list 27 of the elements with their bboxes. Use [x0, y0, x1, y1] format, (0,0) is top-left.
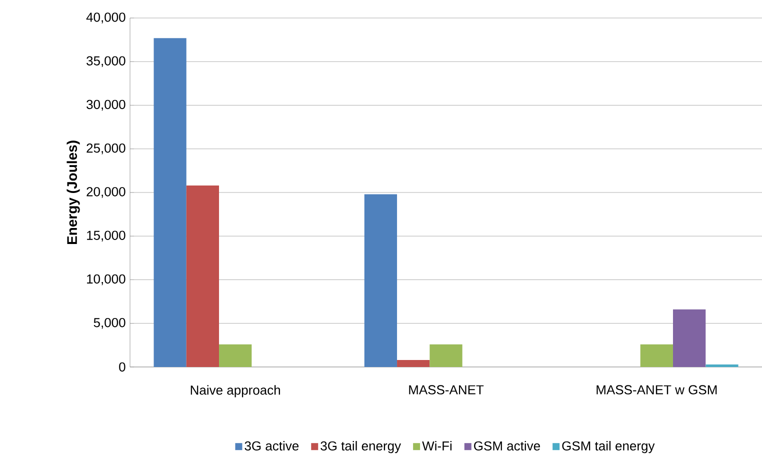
x-tick-label: MASS-ANET w GSM	[596, 385, 717, 394]
bar	[706, 364, 738, 367]
y-tick-label: 5,000	[94, 318, 126, 329]
bar	[397, 360, 430, 367]
bar	[364, 194, 398, 367]
legend-label: GSM tail energy	[562, 440, 655, 454]
y-tick-label: 35,000	[86, 56, 126, 67]
x-tick-label: MASS-ANET	[409, 385, 484, 394]
bar	[640, 344, 673, 367]
legend-label: GSM active	[474, 440, 540, 451]
legend-label: 3G active	[244, 440, 299, 451]
y-tick-label: 10,000	[87, 274, 126, 286]
bar	[186, 186, 220, 367]
bar	[219, 344, 252, 367]
x-tick-label: Naive approach	[190, 385, 280, 398]
y-axis-title: Energy (Joules)	[66, 140, 80, 244]
bar	[430, 344, 462, 367]
bar	[672, 309, 706, 367]
y-tick-label: 20,000	[86, 187, 126, 198]
y-tick-label: 40,000	[86, 12, 126, 24]
y-tick-label: 30,000	[86, 100, 126, 111]
y-tick-label: 0	[119, 362, 126, 372]
bar	[154, 38, 186, 367]
legend-label: Wi-Fi	[422, 440, 452, 450]
legend-label: 3G tail energy	[320, 440, 402, 454]
y-tick-label: 25,000	[86, 143, 126, 154]
y-tick-label: 15,000	[87, 230, 126, 242]
